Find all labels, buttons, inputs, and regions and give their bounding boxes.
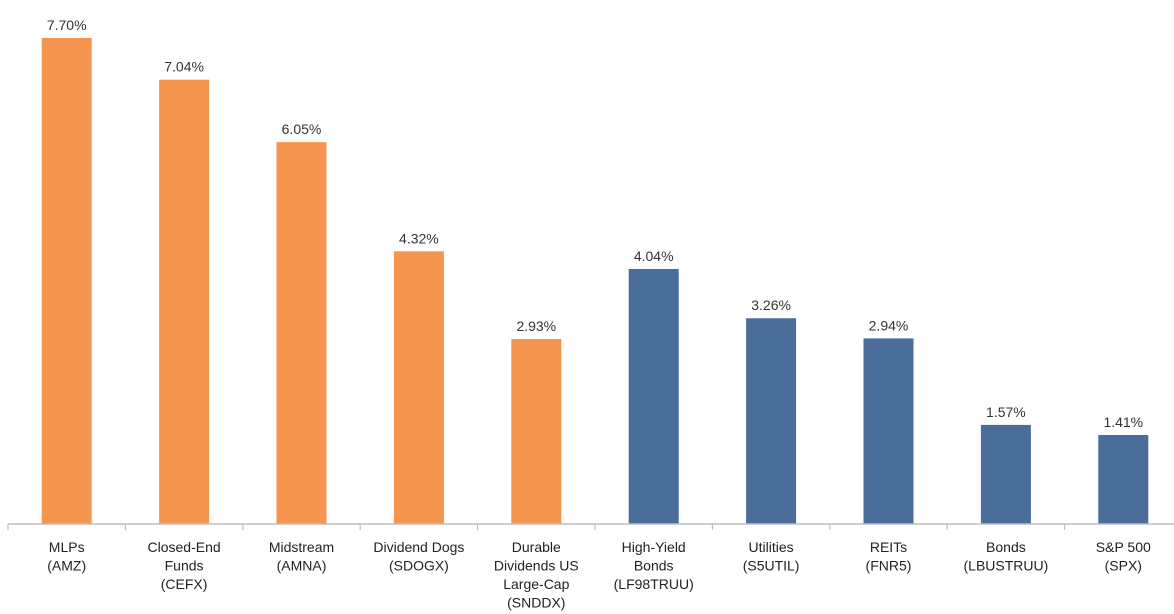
category-label: MLPs (AMZ) bbox=[47, 539, 86, 574]
bar-2 bbox=[159, 79, 210, 525]
category-label: S&P 500 (SPX) bbox=[1096, 539, 1151, 574]
category-label: Utilities (S5UTIL) bbox=[743, 539, 800, 574]
bar-value-label: 7.70% bbox=[47, 17, 87, 33]
category-label-line: Large-Cap bbox=[503, 576, 569, 592]
category-label-line: (LBUSTRUU) bbox=[964, 558, 1049, 574]
bar-value-label: 4.04% bbox=[634, 248, 674, 264]
category-label: High-Yield Bonds (LF98TRUU) bbox=[614, 539, 694, 592]
category-label-line: (SPX) bbox=[1105, 558, 1142, 574]
bar-value-label: 1.57% bbox=[986, 404, 1026, 420]
bar-3 bbox=[276, 142, 327, 524]
category-label-line: (AMZ) bbox=[47, 558, 86, 574]
category-label-line: Dividends US bbox=[494, 558, 579, 574]
value-labels-group: 7.70% 7.04% 6.05% 4.32% 2.93% 4.04% 3.26% 2.94%… bbox=[47, 17, 1143, 430]
bar-value-label: 6.05% bbox=[282, 121, 322, 137]
category-label: Durable Dividends US Large-Cap (SNDDX) bbox=[494, 539, 579, 611]
x-axis-ticks bbox=[7, 524, 1066, 530]
category-label-line: (SDOGX) bbox=[389, 558, 449, 574]
bar-value-label: 4.32% bbox=[399, 230, 439, 246]
category-label: Bonds (LBUSTRUU) bbox=[964, 539, 1049, 574]
category-label-line: Midstream bbox=[269, 539, 334, 555]
category-label-line: (SNDDX) bbox=[507, 595, 565, 611]
bars-group bbox=[41, 38, 1149, 525]
category-label-line: (S5UTIL) bbox=[743, 558, 800, 574]
bar-value-label: 1.41% bbox=[1103, 414, 1143, 430]
category-label: Closed-End Funds (CEFX) bbox=[148, 539, 221, 592]
bar-10 bbox=[1098, 435, 1149, 524]
category-label-line: (AMNA) bbox=[277, 558, 327, 574]
category-label-line: High-Yield bbox=[622, 539, 686, 555]
bar-8 bbox=[863, 338, 914, 524]
category-label-line: (FNR5) bbox=[866, 558, 912, 574]
category-label-line: (LF98TRUU) bbox=[614, 576, 694, 592]
category-label-line: (CEFX) bbox=[161, 576, 208, 592]
bar-1 bbox=[41, 38, 92, 524]
category-label-line: Closed-End bbox=[148, 539, 221, 555]
category-labels-group: MLPs (AMZ) Closed-End Funds (CEFX) Midstream (… bbox=[47, 539, 1151, 611]
bar-7 bbox=[746, 318, 797, 524]
category-label-line: REITs bbox=[870, 539, 907, 555]
category-label: REITs (FNR5) bbox=[866, 539, 912, 574]
bar-5 bbox=[511, 339, 562, 524]
category-label-line: S&P 500 bbox=[1096, 539, 1151, 555]
category-label-line: Funds bbox=[165, 558, 204, 574]
bar-value-label: 2.93% bbox=[516, 318, 556, 334]
bar-value-label: 2.94% bbox=[869, 317, 909, 333]
bar-value-label: 3.26% bbox=[751, 297, 791, 313]
bar-6 bbox=[628, 269, 679, 524]
category-label: Dividend Dogs (SDOGX) bbox=[373, 539, 464, 574]
category-label-line: Dividend Dogs bbox=[373, 539, 464, 555]
category-label-line: Bonds bbox=[986, 539, 1026, 555]
category-label: Midstream (AMNA) bbox=[269, 539, 334, 574]
bar-4 bbox=[393, 251, 444, 524]
category-label-line: MLPs bbox=[49, 539, 85, 555]
category-label-line: Bonds bbox=[634, 558, 674, 574]
bar-value-label: 7.04% bbox=[164, 59, 204, 75]
bar-9 bbox=[980, 424, 1031, 524]
category-label-line: Utilities bbox=[749, 539, 794, 555]
category-label-line: Durable bbox=[512, 539, 561, 555]
